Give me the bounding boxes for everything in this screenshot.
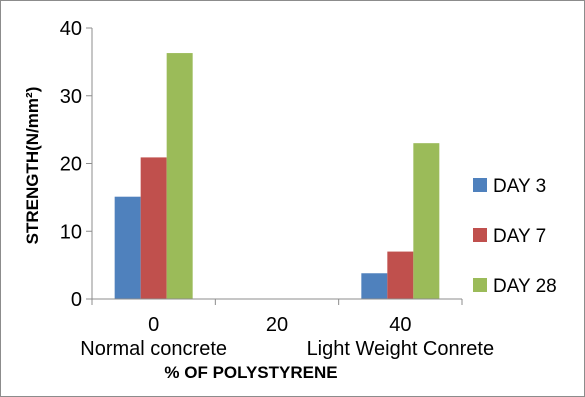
category-label: Light Weight Conrete — [307, 338, 495, 360]
y-tick-label: 20 — [60, 154, 82, 176]
legend-swatch — [473, 278, 487, 292]
plot-area — [114, 53, 440, 299]
x-tick-label: 0 — [148, 314, 159, 336]
category-labels: Normal concrete Light Weight Conrete — [80, 338, 494, 360]
y-tick-label: 0 — [71, 289, 82, 311]
x-axis-title: % OF POLYSTYRENE — [164, 363, 337, 382]
legend-label: DAY 7 — [493, 226, 546, 247]
bar-day-28 — [413, 143, 440, 299]
y-axis-ticks: 0 10 20 30 40 — [60, 18, 92, 311]
legend: DAY 3 DAY 7 DAY 28 — [473, 176, 557, 297]
bar-day-7 — [140, 157, 167, 299]
x-tick-label: 40 — [389, 314, 411, 336]
y-tick-label: 10 — [60, 221, 82, 243]
x-axis-ticks: 0 20 40 — [91, 299, 463, 336]
category-label: Normal concrete — [80, 338, 227, 360]
bar-day-28 — [166, 53, 193, 299]
bar-day-3 — [361, 273, 388, 299]
bar-day-7 — [387, 251, 414, 299]
y-tick-label: 40 — [60, 18, 82, 40]
y-axis-title: STRENGTH(N/mm²) — [23, 87, 42, 245]
legend-swatch — [473, 228, 487, 242]
x-tick-label: 20 — [266, 314, 288, 336]
legend-swatch — [473, 178, 487, 192]
y-tick-label: 30 — [60, 86, 82, 108]
bar-day-3 — [114, 196, 141, 299]
legend-label: DAY 3 — [493, 176, 546, 197]
legend-label: DAY 28 — [493, 276, 557, 297]
